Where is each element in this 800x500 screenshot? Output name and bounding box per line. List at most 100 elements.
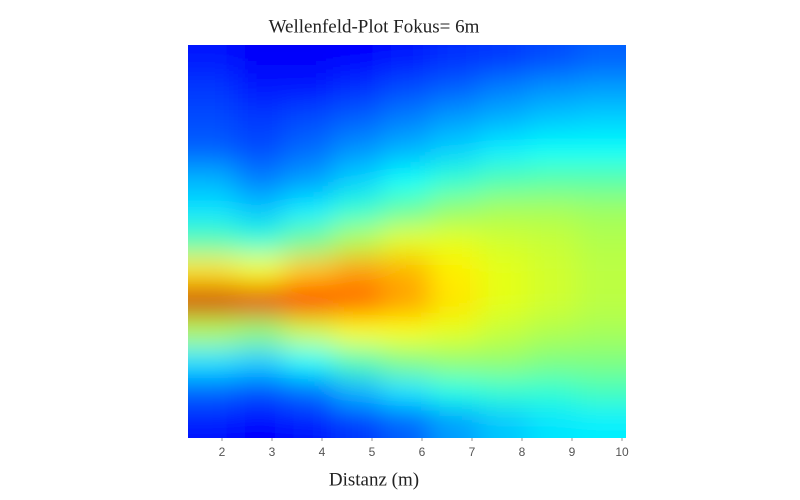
heat-cell — [284, 346, 335, 379]
heat-cell — [235, 376, 287, 409]
heat-cell — [430, 346, 481, 379]
heat-cell — [235, 225, 287, 258]
heat-cell — [576, 285, 626, 319]
heat-cell — [527, 104, 579, 137]
heat-cell — [235, 285, 287, 319]
heat-cell — [527, 195, 579, 228]
heat-cell — [381, 376, 433, 409]
heat-cell — [333, 195, 384, 228]
heat-cell — [430, 45, 481, 77]
heat-cell — [479, 164, 530, 198]
heat-cell — [188, 376, 238, 409]
heat-cell — [381, 225, 433, 258]
heat-cell — [284, 45, 335, 77]
heat-cell — [333, 164, 384, 198]
heat-cell — [430, 164, 481, 198]
heat-cell — [284, 134, 335, 167]
heat-cell — [527, 74, 579, 107]
heat-cell — [430, 406, 481, 438]
heat-cell — [381, 316, 433, 349]
heat-cell — [188, 74, 238, 107]
heat-cell — [188, 346, 238, 379]
chart-title: Wellenfeld-Plot Fokus= 6m — [269, 16, 480, 37]
heat-cell — [235, 406, 287, 438]
heat-cell — [235, 134, 287, 167]
heat-cell — [381, 74, 433, 107]
heat-cell — [527, 316, 579, 349]
heat-cell — [527, 376, 579, 409]
heat-cell — [235, 164, 287, 198]
heat-cell — [430, 134, 481, 167]
heat-cell — [479, 316, 530, 349]
heat-cell — [381, 195, 433, 228]
heat-cell — [284, 195, 335, 228]
heat-cell — [235, 346, 287, 379]
heat-cell — [479, 195, 530, 228]
x-tick-label: 4 — [319, 445, 326, 459]
heat-cell — [381, 134, 433, 167]
heat-cell — [333, 74, 384, 107]
heat-cell — [284, 255, 335, 288]
heat-cell — [188, 195, 238, 228]
heat-cell — [527, 225, 579, 258]
heat-cell — [527, 285, 579, 319]
heat-cell — [284, 164, 335, 198]
heat-cell — [527, 406, 579, 438]
heat-cell — [333, 376, 384, 409]
heat-cell — [479, 225, 530, 258]
heat-cell — [576, 225, 626, 258]
heat-cell — [188, 104, 238, 137]
plot-area — [188, 45, 626, 438]
heatmap — [188, 45, 626, 438]
x-tick-label: 3 — [269, 445, 276, 459]
heat-cell — [576, 346, 626, 379]
heat-cell — [284, 406, 335, 438]
heat-cell — [188, 134, 238, 167]
heat-cell — [479, 406, 530, 438]
heat-cell — [188, 225, 238, 258]
heat-cell — [479, 74, 530, 107]
heat-cell — [284, 376, 335, 409]
heat-cell — [381, 45, 433, 77]
heat-cell — [430, 285, 481, 319]
heat-cell — [479, 285, 530, 319]
heat-cell — [381, 164, 433, 198]
heat-cell — [188, 406, 238, 438]
heat-cell — [527, 45, 579, 77]
heat-cell — [235, 195, 287, 228]
heat-cell — [333, 255, 384, 288]
heat-cell — [381, 285, 433, 319]
heat-cell — [576, 134, 626, 167]
heat-cell — [284, 104, 335, 137]
heat-cell — [235, 104, 287, 137]
heat-cell — [284, 316, 335, 349]
heat-cell — [284, 74, 335, 107]
heat-cell — [527, 346, 579, 379]
x-tick-label: 5 — [369, 445, 376, 459]
heat-cell — [479, 346, 530, 379]
heat-cell — [576, 195, 626, 228]
heat-cell — [527, 134, 579, 167]
heat-cell — [479, 45, 530, 77]
heat-cell — [381, 406, 433, 438]
heat-cell — [576, 74, 626, 107]
heat-cell — [188, 285, 238, 319]
heat-cell — [235, 255, 287, 288]
heat-cell — [235, 45, 287, 77]
x-tick-label: 6 — [419, 445, 426, 459]
heat-cell — [188, 316, 238, 349]
x-tick-label: 7 — [469, 445, 476, 459]
heat-cell — [235, 316, 287, 349]
heat-cell — [527, 255, 579, 288]
heat-cell — [333, 134, 384, 167]
heat-cell — [576, 316, 626, 349]
heat-cell — [430, 74, 481, 107]
heat-cell — [430, 316, 481, 349]
heat-cell — [333, 406, 384, 438]
heat-cell — [381, 104, 433, 137]
heat-cell — [576, 255, 626, 288]
heat-cell — [430, 255, 481, 288]
heat-cell — [430, 104, 481, 137]
x-tick-label: 2 — [219, 445, 226, 459]
